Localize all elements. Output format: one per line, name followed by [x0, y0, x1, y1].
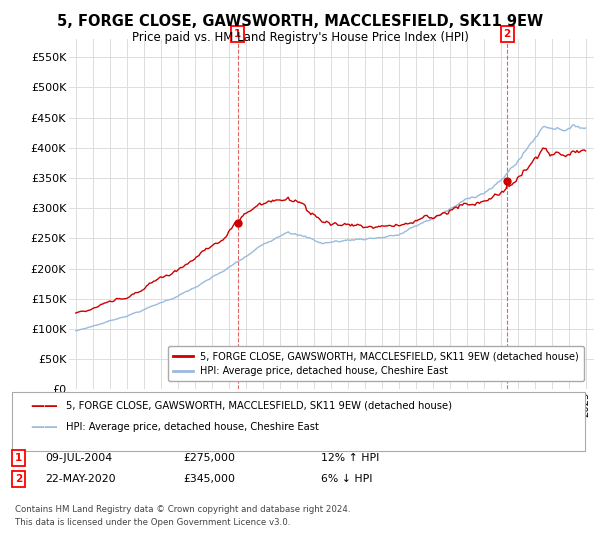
Text: ——: ——	[30, 420, 58, 433]
Text: 2: 2	[503, 29, 511, 39]
Text: 2: 2	[15, 474, 22, 484]
Text: 12% ↑ HPI: 12% ↑ HPI	[321, 453, 379, 463]
Legend: 5, FORGE CLOSE, GAWSWORTH, MACCLESFIELD, SK11 9EW (detached house), HPI: Average: 5, FORGE CLOSE, GAWSWORTH, MACCLESFIELD,…	[168, 346, 584, 381]
Text: Contains HM Land Registry data © Crown copyright and database right 2024.
This d: Contains HM Land Registry data © Crown c…	[15, 505, 350, 526]
Text: 5, FORGE CLOSE, GAWSWORTH, MACCLESFIELD, SK11 9EW: 5, FORGE CLOSE, GAWSWORTH, MACCLESFIELD,…	[57, 14, 543, 29]
Text: Price paid vs. HM Land Registry's House Price Index (HPI): Price paid vs. HM Land Registry's House …	[131, 31, 469, 44]
Text: 1: 1	[15, 453, 22, 463]
Text: £345,000: £345,000	[183, 474, 235, 484]
Text: £275,000: £275,000	[183, 453, 235, 463]
Text: 1: 1	[234, 29, 241, 39]
Text: 09-JUL-2004: 09-JUL-2004	[45, 453, 112, 463]
Text: HPI: Average price, detached house, Cheshire East: HPI: Average price, detached house, Ches…	[66, 422, 319, 432]
Text: ——: ——	[30, 399, 58, 413]
Text: 6% ↓ HPI: 6% ↓ HPI	[321, 474, 373, 484]
Text: 5, FORGE CLOSE, GAWSWORTH, MACCLESFIELD, SK11 9EW (detached house): 5, FORGE CLOSE, GAWSWORTH, MACCLESFIELD,…	[66, 401, 452, 411]
Text: 22-MAY-2020: 22-MAY-2020	[45, 474, 116, 484]
